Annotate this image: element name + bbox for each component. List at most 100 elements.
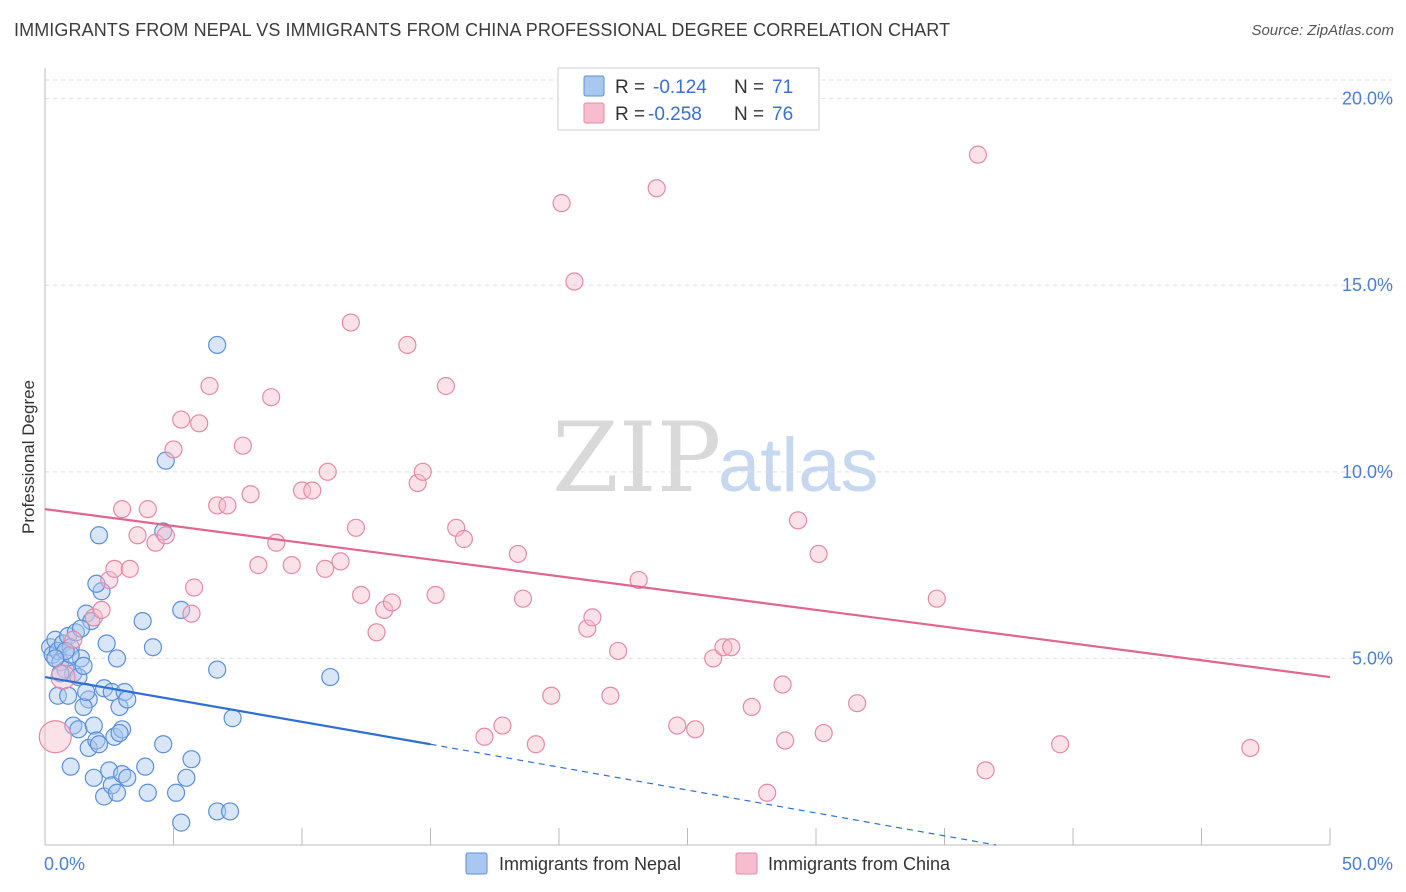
x-tick-label-min: 0.0% (44, 854, 85, 874)
china-point (398, 335, 417, 355)
china-point (128, 526, 147, 545)
nepal-point (208, 660, 227, 679)
china-point (493, 716, 512, 735)
china-point (331, 552, 350, 571)
nepal-point (177, 768, 196, 787)
china-point (722, 638, 741, 657)
china-point (375, 600, 394, 620)
bottom-legend-label-nepal: Immigrants from Nepal (499, 854, 681, 874)
trend-line-nepal (44, 675, 431, 746)
nepal-point (97, 634, 116, 653)
nepal-point (133, 611, 152, 631)
china-point (184, 578, 204, 597)
legend-bottom: Immigrants from Nepal Immigrants from Ch… (465, 852, 951, 875)
series-china-points (38, 145, 1260, 802)
china-point (565, 272, 584, 291)
nepal-point (61, 757, 80, 776)
china-point (316, 559, 335, 578)
china-point (578, 619, 597, 638)
china-point (475, 727, 494, 746)
nepal-point (69, 720, 88, 739)
china-point (105, 559, 124, 578)
nepal-point (182, 750, 201, 769)
bottom-legend-swatch-nepal (465, 852, 488, 875)
y-tick-label: 20.0% (1342, 89, 1393, 109)
legend-n-value-china: 76 (772, 104, 793, 125)
china-point (318, 462, 337, 481)
china-point (436, 376, 456, 396)
china-point (303, 481, 322, 500)
china-point (112, 500, 132, 519)
china-point (190, 414, 209, 433)
nepal-point (46, 649, 65, 668)
nepal-point (84, 768, 103, 787)
china-point (583, 608, 602, 627)
trend-line-nepal-extension (430, 743, 997, 846)
china-point (426, 585, 445, 605)
china-point (92, 600, 111, 620)
bottom-legend-swatch-china (735, 852, 758, 875)
source-credit: Source: ZipAtlas.com (1251, 22, 1394, 39)
china-point (629, 570, 648, 590)
china-point (172, 410, 191, 429)
nepal-point (154, 735, 173, 754)
nepal-point (79, 738, 98, 758)
axes (44, 68, 1331, 846)
china-point (200, 376, 219, 396)
nepal-point (107, 783, 127, 802)
legend-r-label-china: R = (615, 104, 645, 125)
china-point (249, 556, 268, 575)
china-point (208, 496, 227, 515)
nepal-point (208, 335, 227, 355)
china-point (647, 179, 666, 198)
chart-title: IMMIGRANTS FROM NEPAL VS IMMIGRANTS FROM… (14, 20, 951, 40)
china-point (218, 496, 237, 515)
china-point (146, 533, 165, 552)
china-point (976, 761, 995, 780)
china-point (182, 604, 201, 623)
china-point (776, 731, 795, 750)
china-point (542, 686, 561, 705)
nepal-point (110, 723, 129, 743)
trend-lines (44, 508, 1331, 846)
china-point (552, 194, 571, 213)
legend-n-label-china: N = (734, 104, 764, 125)
china-point (668, 716, 687, 735)
nepal-point (223, 709, 242, 728)
china-point (454, 529, 474, 549)
nepal-point (321, 667, 340, 687)
legend-n-value-nepal: 71 (772, 77, 793, 98)
legend-swatch-china (583, 102, 605, 124)
nepal-point (89, 526, 109, 545)
china-point (262, 388, 281, 407)
china-point (292, 481, 312, 500)
china-point (704, 649, 723, 668)
nepal-point (220, 802, 240, 821)
china-point (809, 544, 828, 564)
china-point (609, 641, 628, 661)
china-point (601, 686, 620, 705)
china-point (413, 462, 432, 481)
china-point (408, 473, 427, 493)
china-point (814, 723, 833, 743)
nepal-point (107, 649, 127, 668)
legend-top: R = -0.124 N = 71 R = -0.258 N = 76 (557, 67, 820, 131)
china-point (84, 608, 103, 627)
china-point (267, 533, 286, 552)
china-point (50, 664, 76, 690)
china-point (120, 559, 139, 578)
nepal-point (172, 600, 191, 620)
china-point (367, 623, 386, 642)
china-point (773, 675, 792, 694)
nepal-point (172, 813, 191, 832)
nepal-point (118, 768, 137, 787)
trend-line-china (44, 508, 1331, 679)
y-tick-label: 15.0% (1342, 275, 1393, 295)
china-point (968, 145, 988, 164)
china-point (714, 638, 733, 657)
china-point (742, 697, 761, 717)
nepal-point (208, 802, 227, 821)
china-point (156, 526, 175, 545)
legend-r-label-nepal: R = (615, 77, 645, 98)
